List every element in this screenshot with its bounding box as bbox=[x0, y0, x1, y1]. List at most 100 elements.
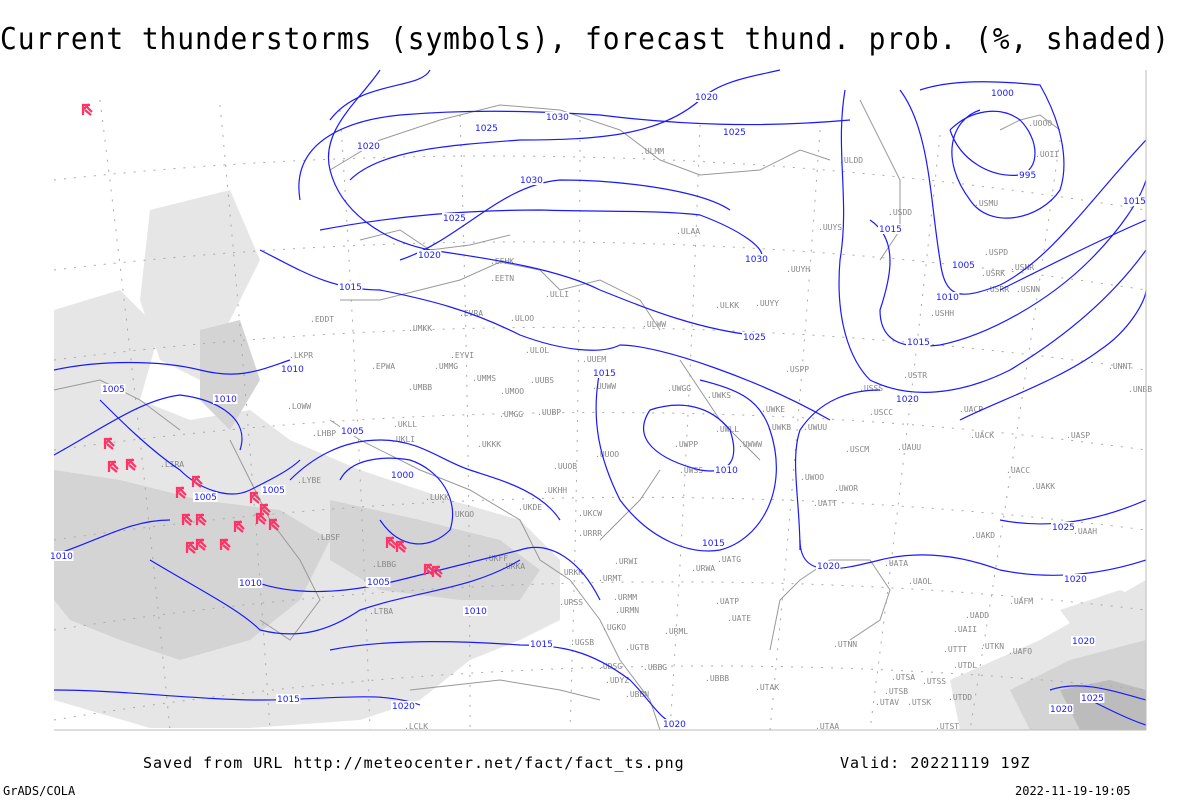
isobar-label: 1005 bbox=[262, 486, 285, 496]
thunderstorm-symbols bbox=[81, 103, 443, 578]
thunderstorm-icon bbox=[195, 513, 207, 526]
station-label: .UAKD bbox=[971, 531, 995, 540]
thunderstorm-icon bbox=[185, 541, 197, 554]
station-label: .UUOB bbox=[553, 462, 577, 471]
isobar-label-bg bbox=[935, 292, 960, 302]
station-label: .UWKE bbox=[761, 405, 785, 414]
isobar-label: 1015 bbox=[907, 338, 930, 348]
isobar-label-bg bbox=[1018, 170, 1037, 180]
isobar-label-bg bbox=[366, 577, 391, 587]
coastline bbox=[769, 559, 891, 651]
station-label: .LHBP bbox=[312, 429, 336, 438]
station-label: .USRR bbox=[985, 285, 1009, 294]
station-label: .UWOR bbox=[834, 484, 858, 493]
isobars bbox=[53, 69, 1147, 726]
station-label: .UTSK bbox=[907, 698, 931, 707]
thunderstorm-icon bbox=[181, 513, 193, 526]
isobar-line bbox=[249, 546, 601, 601]
station-label: .LBBG bbox=[372, 560, 396, 569]
isobar-line bbox=[319, 209, 763, 261]
isobar-label-bg bbox=[662, 719, 687, 729]
isobar-label-bg bbox=[1063, 574, 1088, 584]
station-label: .UTSA bbox=[891, 673, 915, 682]
station-label: .USDD bbox=[888, 208, 912, 217]
station-label: .UWLL bbox=[715, 425, 739, 434]
isobar-line bbox=[53, 519, 171, 556]
station-label: .UKLL bbox=[393, 420, 417, 429]
isobar-label-bg bbox=[1049, 704, 1074, 714]
thunderstorm-icon bbox=[423, 563, 435, 576]
station-label: .UUYH bbox=[786, 265, 810, 274]
isobar-label: 1005 bbox=[341, 427, 364, 437]
isobar-label: 1015 bbox=[530, 640, 553, 650]
isobar-line bbox=[53, 359, 291, 375]
station-label: .USCM bbox=[845, 445, 869, 454]
isobar-label: 1020 bbox=[663, 720, 686, 730]
isobar-line bbox=[149, 559, 521, 635]
station-label: .URWI bbox=[614, 557, 638, 566]
station-label: .UWKB bbox=[767, 423, 791, 432]
isobar-line bbox=[919, 81, 1065, 219]
thunderstorm-icon bbox=[431, 565, 443, 578]
station-label: .UAII bbox=[953, 625, 977, 634]
thunderstorm-icon bbox=[268, 518, 280, 531]
station-label: .USNR bbox=[1010, 263, 1034, 272]
coastline bbox=[999, 114, 1061, 131]
isobar-label-bg bbox=[213, 394, 238, 404]
isobar-label: 1000 bbox=[991, 89, 1014, 99]
isobar-label: 1010 bbox=[50, 552, 73, 562]
isobar-line bbox=[794, 389, 881, 551]
station-label: .URRR bbox=[578, 529, 602, 538]
isobar-label: 1030 bbox=[745, 255, 768, 265]
station-label: .UTNN bbox=[833, 640, 857, 649]
thunderstorm-icon bbox=[81, 103, 93, 116]
thunderstorm-icon bbox=[195, 538, 207, 551]
isobar-label: 1010 bbox=[281, 365, 304, 375]
isobar-labels: 1020 1025 1030 1025 1020 1030 1025 1020 1030 1015… bbox=[49, 88, 1147, 730]
isobar-label-bg bbox=[463, 606, 488, 616]
station-label: .UKKK bbox=[477, 440, 501, 449]
station-label: .UWOO bbox=[800, 473, 824, 482]
coastline bbox=[409, 679, 601, 701]
station-label: .ULLI bbox=[545, 290, 569, 299]
isobar-label-bg bbox=[101, 384, 126, 394]
station-label: .EDDT bbox=[310, 315, 334, 324]
station-label: .EYVI bbox=[450, 351, 474, 360]
isobar-label: 1005 bbox=[952, 261, 975, 271]
isobar-label-bg bbox=[1122, 196, 1147, 206]
station-label: .UOOO bbox=[1028, 119, 1052, 128]
station-label: .UGSB bbox=[570, 638, 594, 647]
station-label: .LBSF bbox=[316, 533, 340, 542]
station-label: .USTR bbox=[903, 371, 927, 380]
station-label: .URKA bbox=[501, 562, 525, 571]
station-label: .UMKK bbox=[408, 324, 432, 333]
isobar-label-bg bbox=[878, 224, 903, 234]
software-credit: GrADS/COLA bbox=[3, 784, 76, 798]
isobar-label-bg bbox=[529, 639, 554, 649]
probability-area bbox=[140, 190, 260, 380]
station-label: .LTBA bbox=[369, 607, 393, 616]
isobar-label-bg bbox=[1051, 522, 1076, 532]
isobar-label: 1010 bbox=[715, 466, 738, 476]
isobar-line bbox=[595, 369, 777, 552]
isobar-label-bg bbox=[442, 213, 467, 223]
parallel-line bbox=[53, 496, 1147, 541]
station-label: .UAFM bbox=[1009, 597, 1033, 606]
station-label: .USCC bbox=[869, 408, 893, 417]
isobar-label-bg bbox=[701, 538, 726, 548]
probability-area bbox=[1060, 680, 1146, 730]
isobar-label-bg bbox=[391, 701, 416, 711]
isobar-label: 1005 bbox=[367, 578, 390, 588]
coastline bbox=[859, 99, 901, 261]
coastline bbox=[329, 419, 661, 731]
station-label: .URWA bbox=[691, 564, 715, 573]
isobar-label: 1020 bbox=[357, 142, 380, 152]
isobar-label-bg bbox=[417, 250, 442, 260]
station-label: .LKPR bbox=[289, 351, 313, 360]
thunderstorm-icon bbox=[103, 437, 115, 450]
isobar-label-bg bbox=[545, 112, 570, 122]
station-label: .UACK bbox=[970, 431, 994, 440]
station-label: .UWUU bbox=[803, 423, 827, 432]
isobar-label: 1010 bbox=[214, 395, 237, 405]
